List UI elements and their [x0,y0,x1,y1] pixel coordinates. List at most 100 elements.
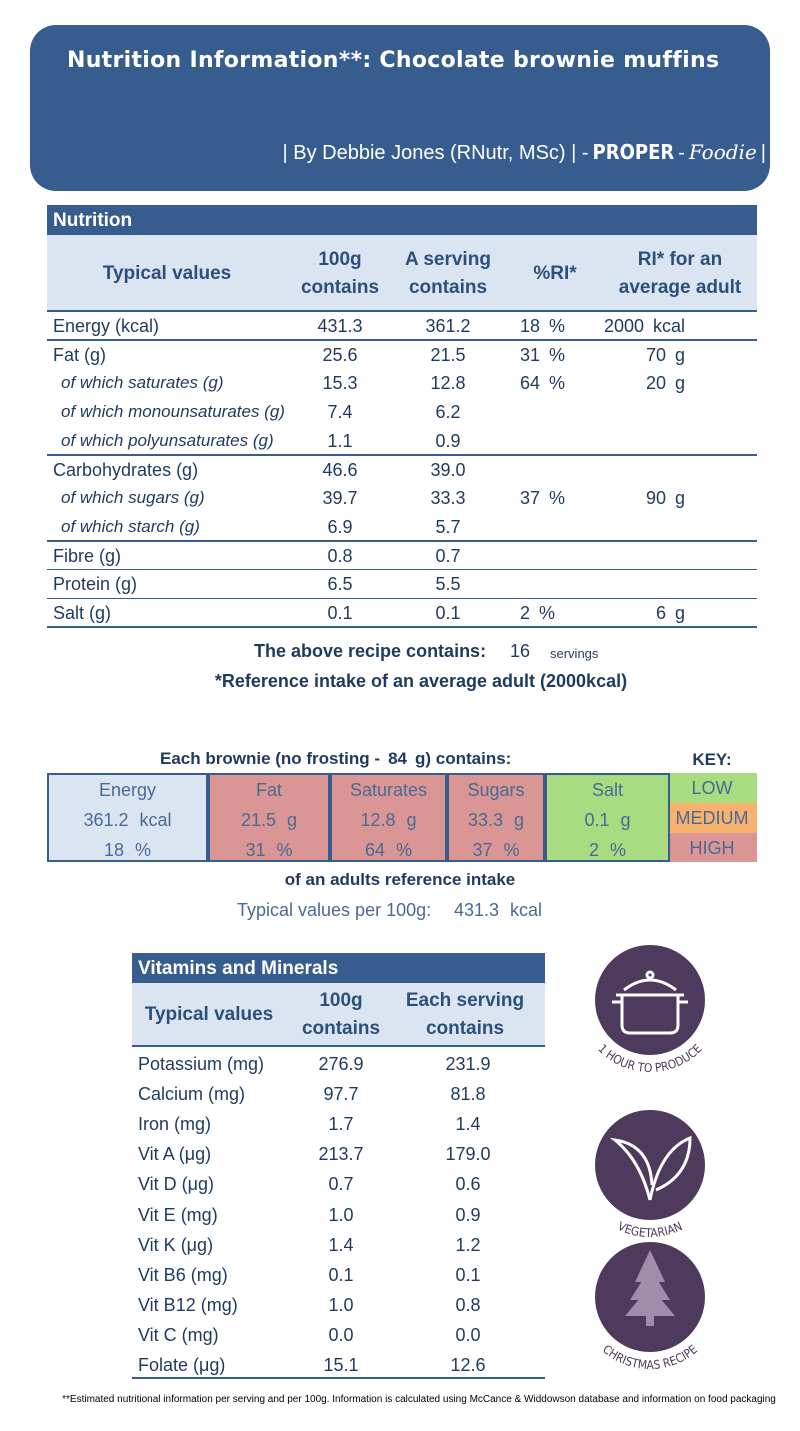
footnote: **Estimated nutritional information per … [62,1394,776,1405]
cell-per-serving: 0.1 [435,603,461,623]
row-label: Vit D (μg) [138,1174,215,1195]
cell-per-serving: 33.3 [430,488,466,509]
cell-per-100g: 0.1 [328,1264,354,1285]
rule [47,597,757,600]
cell-per-100g: 25.6 [322,344,358,365]
cell-per-100g: 15.3 [322,373,358,394]
table-title-bar [132,953,545,983]
cell-per-100g: 276.9 [318,1054,364,1074]
row-label: Iron (mg) [138,1114,212,1135]
cell-ri-adult: 20 g [645,373,685,394]
cell-per-100g: 1.0 [328,1294,354,1315]
cell-per-100g: 431.3 [317,316,363,336]
reference-note: *Reference intake of an average adult (2… [214,671,628,691]
row-label: Vit B6 (mg) [138,1264,228,1285]
nutrient-amount: 33.3 g [467,810,525,830]
per100-label: Typical values per 100g: [237,900,432,920]
per100-value: 431.3 kcal [454,900,543,920]
row-label: Fat (g) [53,344,107,365]
nutrient-name: Sugars [467,780,525,800]
sub-row-label: of which polyunsaturates (g) [61,430,274,450]
traffic-cell [47,773,208,862]
rule [47,339,757,341]
cell-per-serving: 6.2 [435,402,461,423]
icon-badge [595,945,705,1055]
nutrient-name: Saturates [349,780,428,800]
cell-ri-adult: 90 g [645,488,685,509]
cell-per-100g: 0.7 [328,1174,354,1195]
pot-icon [612,970,688,1035]
cell-per-serving: 1.4 [455,1114,481,1135]
cell-per-serving: 0.1 [455,1264,481,1285]
cell-ri-percent: 37 % [520,488,566,509]
row-label: Salt (g) [53,603,112,623]
cell-per-100g: 0.8 [327,545,353,566]
servings-unit: servings [550,646,599,661]
table-title: Vitamins and Minerals [138,958,339,979]
nutrient-amount: 21.5 g [240,810,298,830]
cell-per-serving: 0.0 [455,1324,481,1345]
nutrient-ri: 64 % [364,840,413,860]
cell-per-serving: 0.8 [455,1294,481,1315]
icon-badge [595,1242,705,1352]
nutrient-amount: 361.2 kcal [83,810,172,830]
row-label: Calcium (mg) [138,1084,246,1105]
row-label: Folate (μg) [138,1355,226,1375]
column-header: RI* for an average adult [618,249,742,298]
nutrient-name: Salt [591,780,624,800]
nutrient-ri: 2 % [588,840,627,860]
recipe-label: The above recipe contains: [254,641,487,661]
cell-per-serving: 1.2 [455,1234,481,1255]
column-header: Typical values [144,1004,274,1025]
cell-per-100g: 7.4 [327,402,353,423]
sub-row-label: of which sugars (g) [61,488,205,508]
cell-per-100g: 1.4 [328,1234,354,1255]
header-banner [30,25,770,191]
cell-per-100g: 1.7 [328,1114,354,1135]
traffic-cell [447,773,545,862]
table-title: Nutrition [53,210,133,231]
nutrient-ri: 37 % [472,840,520,860]
key-label: LOW [691,778,733,798]
nutrient-ri: 18 % [103,840,152,860]
cell-per-100g: 97.7 [323,1084,359,1105]
column-header: 100g contains [301,990,381,1039]
cell-per-serving: 0.6 [455,1174,481,1195]
cell-per-100g: 46.6 [322,459,358,480]
nutrient-amount: 0.1 g [584,810,631,830]
icon-label-group: 1 HOUR TO PRODUCE [595,1041,704,1075]
heading-text: Each brownie (no frosting - [160,749,381,768]
byline-end: | [760,142,766,164]
tree-icon [625,1250,675,1326]
icon-label: VEGETARIAN [616,1219,685,1240]
leaf-icon [609,1135,692,1201]
cell-per-100g: 15.1 [323,1355,359,1375]
cell-per-serving: 39.0 [430,459,466,480]
nutrient-name: Fat [255,780,282,800]
cell-per-serving: 12.6 [450,1355,486,1375]
cell-ri-adult: 6 g [655,603,685,623]
portion-weight: 84 [388,749,407,768]
cell-per-serving: 0.7 [435,545,461,566]
traffic-cell [545,773,670,862]
cell-per-serving: 0.9 [455,1204,481,1225]
heading-text: g) contains: [414,749,512,768]
rule [132,1045,545,1047]
servings-count: 16 [510,641,531,661]
traffic-footer: of an adults reference intake [284,870,516,889]
cell-per-100g: 1.1 [327,430,353,451]
cell-per-serving: 179.0 [445,1144,491,1165]
cell-per-100g: 39.7 [322,488,358,509]
byline: | By Debbie Jones (RNutr, MSc) | - PROPE… [283,140,767,165]
page-title: Nutrition Information**: Chocolate brown… [67,48,720,73]
cell-per-serving: 5.5 [435,574,461,595]
header-bg [47,235,757,310]
cell-per-100g: 213.7 [318,1144,364,1165]
sub-row-label: of which monounsaturates (g) [61,402,285,422]
table-title-bar [47,205,757,235]
row-label: Protein (g) [53,574,138,595]
column-header: A serving contains [405,249,491,298]
cell-per-serving: 231.9 [445,1054,491,1074]
cell-per-serving: 21.5 [430,344,466,365]
